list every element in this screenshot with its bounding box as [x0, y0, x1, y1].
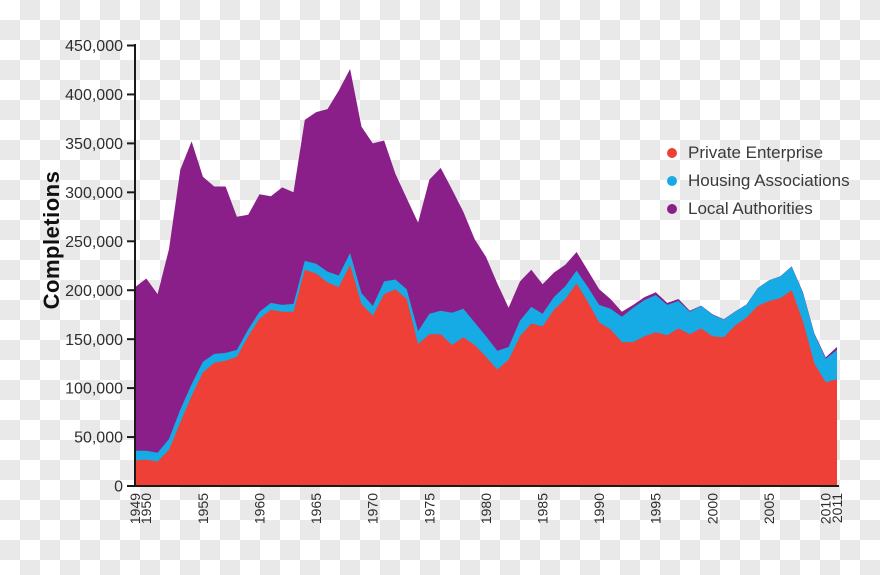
x-tick-label: 1955 [195, 493, 211, 524]
x-tick-label: 2000 [704, 493, 720, 524]
x-tick-label: 2011 [829, 493, 845, 523]
x-tick-label: 1995 [648, 493, 664, 524]
y-tick-label: 0 [114, 479, 123, 496]
x-tick-label: 1990 [591, 493, 607, 524]
x-tick-label: 1985 [535, 493, 551, 524]
y-tick-label: 300,000 [65, 185, 123, 202]
x-tick-label: 1975 [421, 493, 437, 524]
x-tick-label: 1960 [251, 493, 267, 524]
x-tick-label: 1950 [138, 493, 154, 524]
legend: Private Enterprise Housing Associations … [667, 139, 850, 223]
legend-label: Private Enterprise [688, 143, 824, 162]
x-tick-label: 2010 [818, 493, 834, 524]
y-tick-label: 450,000 [65, 38, 123, 55]
y-tick-label: 200,000 [65, 283, 123, 300]
area-private-enterprise [135, 264, 837, 486]
y-tick-label: 250,000 [65, 234, 123, 251]
y-axis-title: Completions [39, 170, 64, 310]
housing-associations-dot-icon [667, 176, 677, 186]
x-tick-label: 1980 [478, 493, 494, 524]
x-tick-label: 1970 [365, 493, 381, 524]
legend-item-housing-associations: Housing Associations [667, 167, 850, 195]
x-tick-label: 2005 [761, 493, 777, 524]
legend-label: Local Authorities [688, 199, 813, 218]
legend-item-local-authorities: Local Authorities [667, 195, 850, 223]
local-authorities-dot-icon [667, 204, 677, 214]
x-tick-label: 1949 [127, 493, 143, 524]
y-tick-label: 150,000 [65, 332, 123, 349]
y-tick-label: 350,000 [65, 136, 123, 153]
y-tick-label: 400,000 [65, 87, 123, 104]
private-enterprise-dot-icon [667, 148, 677, 158]
legend-label: Housing Associations [688, 171, 850, 190]
y-tick-label: 50,000 [74, 430, 123, 447]
x-tick-label: 1965 [308, 493, 324, 524]
y-tick-label: 100,000 [65, 381, 123, 398]
legend-item-private-enterprise: Private Enterprise [667, 139, 850, 167]
